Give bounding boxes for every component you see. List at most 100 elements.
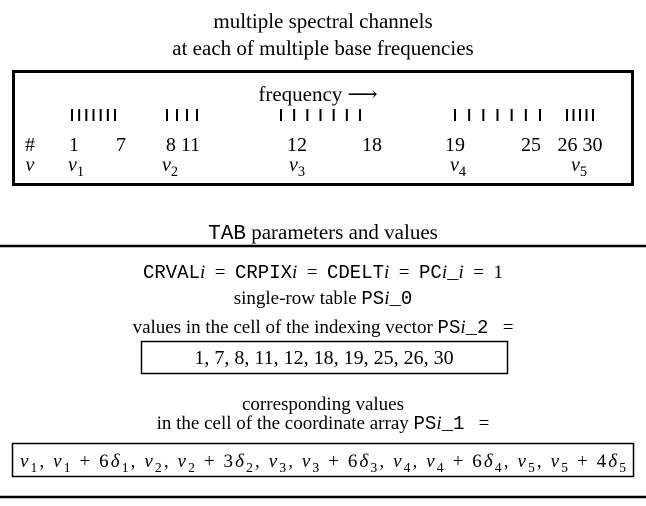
text-run: CRPIX (235, 262, 293, 284)
text-run: ν (162, 154, 171, 176)
text-run: , (164, 451, 176, 472)
label: ν3 (289, 154, 305, 180)
text-run: PS (361, 288, 384, 310)
text-run: 3 (312, 460, 319, 475)
text-run: 2 (155, 460, 162, 475)
index-box (140, 340, 509, 375)
text-run: ν (269, 451, 278, 472)
text-run: _2 (465, 317, 489, 339)
text-run: + 4 (570, 451, 607, 472)
text-run: 5 (580, 164, 587, 180)
text-run: PC (419, 262, 442, 284)
text-run: i (384, 262, 389, 283)
text-run: 1 (31, 460, 38, 475)
text-run: ν (450, 154, 459, 176)
text-run: ν (178, 451, 187, 472)
label: 19 (445, 134, 465, 156)
text-run: 3 (370, 460, 377, 475)
label: 12 (287, 134, 307, 156)
label: at each of multiple base frequencies (172, 36, 473, 60)
label: CRVALi = CRPIXi = CDELTi = PCi_i = 1 (143, 262, 503, 284)
text-run: = (464, 413, 489, 434)
text-run: 1 (122, 460, 129, 475)
label: 18 (362, 134, 382, 156)
text-run: single-row table (234, 288, 362, 309)
text-run: + 6 (73, 451, 109, 472)
text-run: 4 (437, 460, 444, 475)
text-run: in the cell of the coordinate array (157, 413, 414, 434)
text-run: = (205, 262, 235, 283)
text-run: i (442, 262, 447, 283)
text-run: ν (53, 451, 62, 472)
label: 25 (521, 134, 541, 156)
text-run: = (389, 262, 419, 283)
label: ν1 (68, 154, 84, 180)
text-run: 2 (188, 460, 195, 475)
text-run: ν (517, 451, 526, 472)
label: ν (26, 154, 35, 176)
text-run: 3 (298, 164, 305, 180)
text-run: , (537, 451, 549, 472)
label: 26 30 (558, 134, 603, 156)
text-run: δ (484, 451, 494, 472)
text-run: parameters and values (246, 220, 438, 244)
label: TAB parameters and values (208, 220, 438, 246)
text-run: , (504, 451, 516, 472)
text-run: i (436, 413, 441, 434)
text-run: i (459, 262, 464, 283)
label: in the cell of the coordinate array PSi_… (157, 413, 490, 435)
text-run: _1 (441, 413, 465, 435)
text-run: 4 (404, 460, 411, 475)
text-run: i (384, 288, 389, 309)
text-run: TAB (208, 223, 246, 246)
text-run: ν (302, 451, 311, 472)
text-run: values in the cell of the indexing vecto… (133, 317, 438, 338)
text-run: , (413, 451, 425, 472)
text-run: ν (20, 451, 29, 472)
label: frequency ⟶ (258, 82, 377, 106)
text-run: , (288, 451, 300, 472)
text-run: = (297, 262, 327, 283)
text-run: i (200, 262, 205, 283)
label: single-row table PSi_0 (234, 288, 413, 310)
text-run: ν (144, 451, 153, 472)
label: ν2 (162, 154, 178, 180)
text-run: ν (68, 154, 77, 176)
label: 1, 7, 8, 11, 12, 18, 19, 25, 26, 30 (194, 347, 453, 369)
label: 1 (69, 134, 79, 156)
text-run: = 1 (464, 262, 503, 283)
text-run: _ (446, 262, 459, 284)
text-run: 1 (77, 164, 84, 180)
text-run: ν (571, 154, 580, 176)
text-run: _0 (388, 288, 412, 310)
text-run: ν (426, 451, 435, 472)
text-run: 5 (528, 460, 535, 475)
label: 8 11 (166, 134, 200, 156)
label: # (25, 134, 35, 156)
text-run: 1 (64, 460, 71, 475)
coordinate-box (11, 442, 635, 478)
label: ν5 (571, 154, 587, 180)
text-run: CDELT (327, 262, 384, 284)
label: values in the cell of the indexing vecto… (133, 317, 514, 339)
label: multiple spectral channels (213, 9, 432, 33)
label: 7 (116, 134, 126, 156)
text-run: 5 (619, 460, 626, 475)
text-run: PS (438, 317, 461, 339)
text-run: δ (608, 451, 618, 472)
text-run: δ (359, 451, 369, 472)
channel-ticks (71, 109, 594, 121)
text-run: , (131, 451, 143, 472)
text-run: i (460, 317, 465, 338)
text-run: 2 (171, 164, 178, 180)
text-run: i (292, 262, 297, 283)
text-run: + 3 (197, 451, 233, 472)
text-run: ν (393, 451, 402, 472)
text-run: + 6 (446, 451, 482, 472)
text-run: + 6 (321, 451, 357, 472)
text-run: 4 (459, 164, 466, 180)
label: ν4 (450, 154, 466, 180)
text-run: = (488, 317, 513, 338)
